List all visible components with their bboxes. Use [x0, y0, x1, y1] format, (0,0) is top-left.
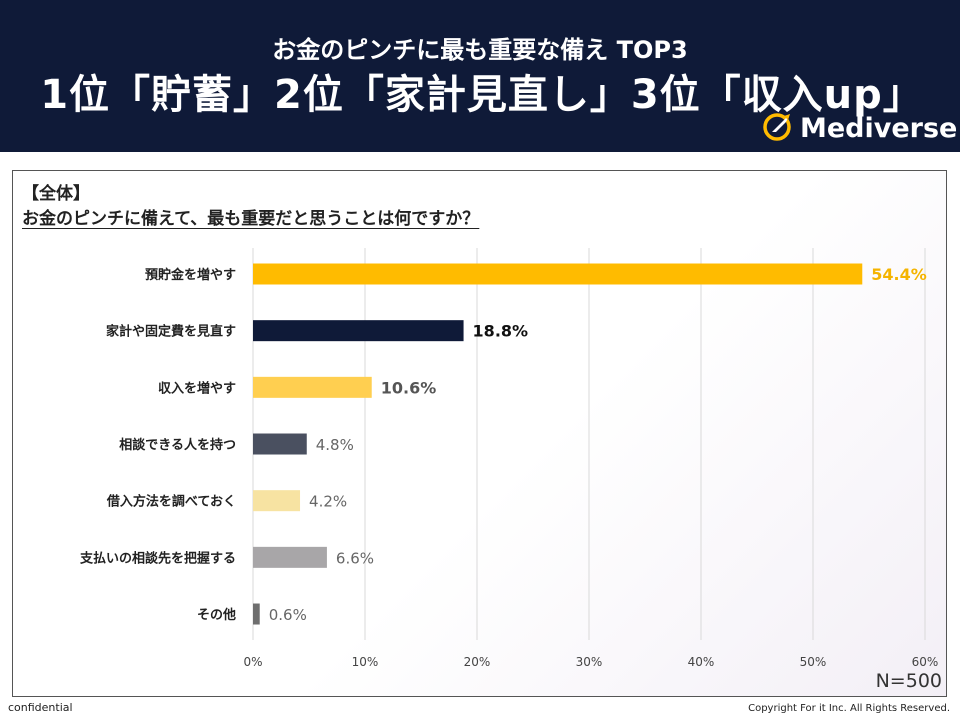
confidential-label: confidential [8, 701, 73, 714]
sample-size-label: N=500 [875, 670, 942, 692]
value-label: 4.8% [316, 436, 354, 454]
logo-text: Mediverse [800, 112, 958, 144]
x-tick-label: 60% [912, 655, 939, 669]
header-banner: お金のピンチに最も重要な備え TOP3 1位「貯蓄」2位「家計見直し」3位「収入… [0, 0, 960, 152]
bar [253, 263, 863, 285]
bar [253, 603, 260, 625]
value-label: 10.6% [381, 378, 437, 397]
value-label: 6.6% [336, 549, 374, 567]
copyright-label: Copyright For it Inc. All Rights Reserve… [748, 703, 950, 714]
bar [253, 433, 307, 455]
bar-row: 収入を増やす 10.6% [158, 376, 437, 398]
category-label: 預貯金を増やす [145, 267, 236, 283]
chart-title: 【全体】 [22, 184, 90, 204]
bar-row: 預貯金を増やす 54.4% [145, 263, 927, 285]
x-tick-label: 30% [576, 655, 603, 669]
banner-headline: 1位「貯蓄」2位「家計見直し」3位「収入up」 [40, 72, 924, 118]
chart-question: お金のピンチに備えて、最も重要だと思うことは何ですか？ [22, 209, 480, 229]
x-axis-ticks: 0% 10% 20% 30% 40% 50% 60% [243, 655, 938, 669]
bars: 預貯金を増やす 54.4% 家計や固定費を見直す 18.8% 収入を増やす 10.6% 相談… [79, 263, 927, 625]
bar-row: 支払いの相談先を把握する 6.6% [79, 546, 374, 568]
bar [253, 490, 301, 512]
bar-row: その他 0.6% [197, 603, 307, 625]
category-label: 支払いの相談先を把握する [79, 550, 236, 566]
value-label: 54.4% [871, 265, 927, 284]
category-label: その他 [197, 607, 236, 623]
banner-subtitle: お金のピンチに最も重要な備え TOP3 [272, 36, 688, 64]
bar-row: 借入方法を調べておく 4.2% [106, 490, 347, 512]
grid-lines [252, 248, 926, 640]
x-tick-label: 20% [464, 655, 491, 669]
value-label: 0.6% [269, 606, 307, 624]
bar-row: 相談できる人を持つ 4.8% [119, 433, 354, 455]
mediverse-logo: Mediverse [762, 112, 957, 144]
x-tick-label: 0% [243, 655, 262, 669]
x-tick-label: 50% [800, 655, 827, 669]
rocket-logo-icon [762, 110, 794, 146]
bar [253, 376, 372, 398]
x-tick-label: 40% [688, 655, 715, 669]
x-tick-label: 10% [352, 655, 379, 669]
category-label: 家計や固定費を見直す [106, 324, 236, 340]
value-label: 18.8% [473, 322, 529, 341]
category-label: 相談できる人を持つ [119, 437, 236, 453]
chart-panel [12, 170, 947, 697]
category-label: 借入方法を調べておく [106, 494, 236, 510]
bar [253, 546, 327, 568]
bar [253, 320, 464, 342]
value-label: 4.2% [309, 493, 347, 511]
category-label: 収入を増やす [158, 380, 236, 396]
bar-row: 家計や固定費を見直す 18.8% [106, 320, 529, 342]
